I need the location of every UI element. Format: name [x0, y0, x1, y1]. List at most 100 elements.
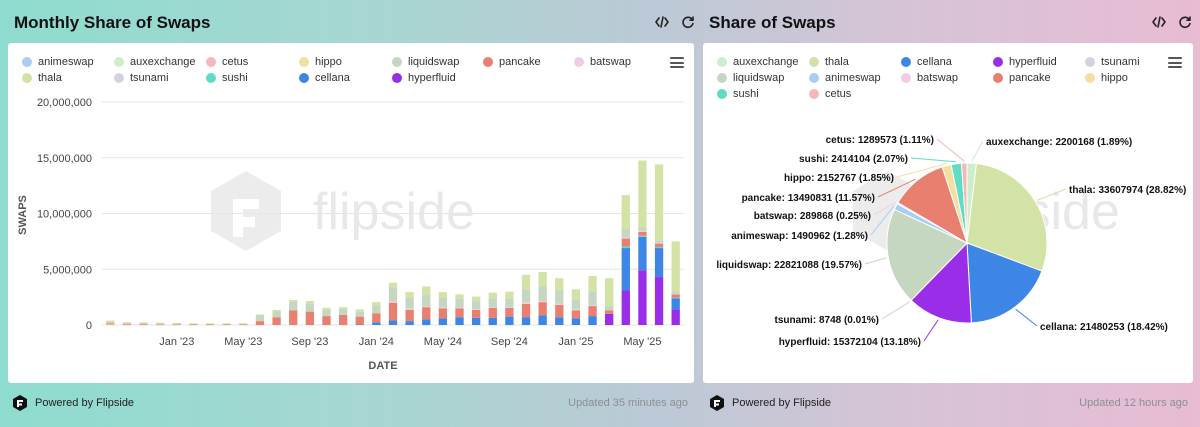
bar-segment-liquidswap[interactable]	[139, 322, 148, 324]
bar-segment-hyperfluid[interactable]	[605, 313, 614, 325]
bar-segment-cellana[interactable]	[621, 248, 630, 291]
bar-segment-thala[interactable]	[438, 292, 448, 298]
bar-segment-cellana[interactable]	[455, 317, 464, 325]
bar-segment-thala[interactable]	[471, 296, 481, 302]
bar-segment-thala[interactable]	[588, 275, 597, 292]
bar-segment-thala[interactable]	[139, 322, 148, 323]
bar-segment-batswap[interactable]	[555, 303, 564, 305]
bar-segment-pancake[interactable]	[189, 324, 198, 326]
bar-segment-pancake[interactable]	[405, 309, 414, 322]
bar-segment-pancake[interactable]	[239, 324, 248, 326]
bar-segment-liquidswap[interactable]	[405, 297, 414, 309]
powered-by-link[interactable]: Powered by Flipside	[732, 397, 832, 409]
bar-segment-thala[interactable]	[355, 309, 364, 312]
bar-segment-cellana[interactable]	[355, 324, 364, 326]
bar-segment-thala[interactable]	[555, 278, 564, 291]
bar-segment-liquidswap[interactable]	[438, 297, 448, 308]
bar-segment-cellana[interactable]	[588, 316, 597, 325]
bar-segment-cellana[interactable]	[538, 315, 547, 325]
legend-item-thala[interactable]: thala	[22, 72, 62, 84]
bar-segment-sushi[interactable]	[621, 246, 630, 249]
bar-segment-pancake[interactable]	[571, 310, 581, 319]
bar-segment-pancake[interactable]	[471, 309, 481, 318]
bar-segment-liquidswap[interactable]	[322, 309, 331, 317]
bar-segment-thala[interactable]	[172, 322, 181, 324]
bar-segment-pancake[interactable]	[156, 324, 165, 325]
bar-segment-thala[interactable]	[488, 292, 497, 299]
bar-segment-thala[interactable]	[505, 291, 514, 299]
legend-item-cetus[interactable]: cetus	[206, 56, 248, 68]
bar-segment-thala[interactable]	[621, 195, 630, 229]
bar-segment-liquidswap[interactable]	[289, 301, 298, 311]
legend-item-hippo[interactable]: hippo	[1085, 72, 1128, 84]
bar-segment-liquidswap[interactable]	[106, 321, 115, 324]
bar-segment-liquidswap[interactable]	[156, 323, 165, 325]
bar-segment-pancake[interactable]	[388, 302, 398, 321]
powered-by-link[interactable]: Powered by Flipside	[35, 397, 135, 409]
bar-segment-liquidswap[interactable]	[172, 323, 181, 325]
bar-segment-pancake[interactable]	[106, 323, 115, 325]
bar-segment-sushi[interactable]	[654, 246, 664, 249]
bar-segment-hyperfluid[interactable]	[654, 277, 664, 325]
bar-segment-pancake[interactable]	[438, 308, 448, 319]
bar-segment-thala[interactable]	[255, 314, 265, 316]
bar-segment-batswap[interactable]	[538, 301, 547, 303]
legend-item-batswap[interactable]: batswap	[901, 72, 958, 84]
legend-item-pancake[interactable]: pancake	[993, 72, 1051, 84]
bar-segment-thala[interactable]	[455, 294, 464, 299]
legend-item-liquidswap[interactable]: liquidswap	[392, 56, 459, 68]
bar-segment-thala[interactable]	[605, 278, 614, 307]
legend-item-hyperfluid[interactable]: hyperfluid	[392, 72, 456, 84]
refresh-icon[interactable]	[680, 14, 696, 30]
bar-segment-thala[interactable]	[654, 164, 664, 241]
bar-segment-batswap[interactable]	[638, 230, 647, 232]
bar-segment-liquidswap[interactable]	[638, 227, 647, 231]
bar-segment-pancake[interactable]	[588, 306, 597, 317]
bar-segment-liquidswap[interactable]	[189, 323, 198, 325]
bar-segment-pancake[interactable]	[638, 231, 647, 236]
bar-segment-batswap[interactable]	[388, 301, 398, 303]
pie-slice-cellana[interactable]	[966, 242, 1043, 324]
bar-segment-liquidswap[interactable]	[372, 305, 381, 314]
bar-segment-sushi[interactable]	[671, 297, 680, 299]
bar-segment-liquidswap[interactable]	[239, 323, 248, 325]
bar-segment-batswap[interactable]	[438, 307, 448, 309]
bar-segment-pancake[interactable]	[172, 324, 181, 325]
bar-segment-pancake[interactable]	[272, 317, 281, 325]
bar-segment-thala[interactable]	[272, 309, 281, 312]
bar-segment-liquidswap[interactable]	[571, 299, 581, 310]
code-icon[interactable]	[654, 14, 670, 30]
bar-segment-thala[interactable]	[156, 322, 165, 324]
menu-icon[interactable]	[670, 57, 684, 68]
bar-segment-hippo[interactable]	[172, 324, 181, 326]
bar-segment-batswap[interactable]	[455, 307, 464, 309]
bar-segment-cellana[interactable]	[505, 316, 514, 325]
bar-segment-pancake[interactable]	[422, 307, 431, 320]
bar-segment-thala[interactable]	[305, 301, 315, 304]
bar-segment-thala[interactable]	[189, 323, 198, 324]
legend-item-cetus[interactable]: cetus	[809, 88, 851, 100]
bar-segment-pancake[interactable]	[289, 310, 298, 325]
bar-segment-thala[interactable]	[222, 323, 231, 324]
bar-segment-liquidswap[interactable]	[654, 240, 664, 243]
legend-item-animeswap[interactable]: animeswap	[22, 56, 94, 68]
bar-segment-hippo[interactable]	[189, 324, 198, 326]
legend-item-pancake[interactable]: pancake	[483, 56, 541, 68]
bar-segment-pancake[interactable]	[222, 324, 231, 326]
bar-segment-liquidswap[interactable]	[455, 298, 464, 308]
bar-segment-liquidswap[interactable]	[488, 298, 497, 308]
bar-segment-cellana[interactable]	[388, 320, 398, 325]
bar-segment-cellana[interactable]	[638, 236, 647, 271]
bar-segment-sushi[interactable]	[638, 235, 647, 237]
bar-segment-hyperfluid[interactable]	[621, 290, 630, 325]
bar-segment-liquidswap[interactable]	[605, 306, 614, 311]
legend-item-tsunami[interactable]: tsunami	[114, 72, 169, 84]
bar-segment-cellana[interactable]	[438, 318, 448, 325]
bar-segment-thala[interactable]	[106, 320, 115, 322]
bar-segment-pancake[interactable]	[122, 323, 132, 325]
legend-item-cellana[interactable]: cellana	[901, 56, 952, 68]
bar-segment-liquidswap[interactable]	[621, 228, 630, 238]
pie-slice-thala[interactable]	[966, 163, 1048, 272]
bar-segment-thala[interactable]	[422, 286, 431, 295]
legend-item-cellana[interactable]: cellana	[299, 72, 350, 84]
